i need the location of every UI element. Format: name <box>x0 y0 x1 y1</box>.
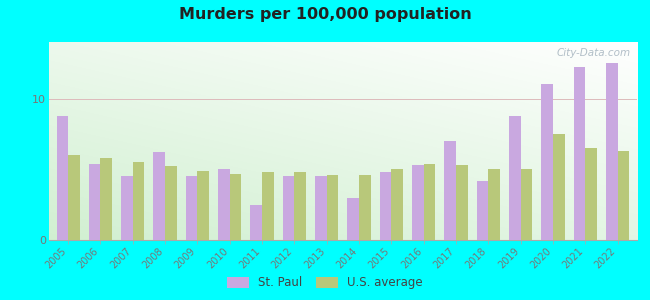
Bar <box>476 181 488 240</box>
Bar <box>283 176 294 240</box>
Bar <box>218 169 229 240</box>
Bar <box>509 116 521 240</box>
Bar <box>101 158 112 240</box>
Bar <box>57 116 68 240</box>
Bar <box>68 155 80 240</box>
Bar <box>424 164 436 240</box>
Bar <box>574 68 585 240</box>
Bar <box>89 164 101 240</box>
Bar <box>165 167 177 240</box>
Legend: St. Paul, U.S. average: St. Paul, U.S. average <box>222 272 428 294</box>
Bar <box>412 165 424 240</box>
Bar <box>229 173 241 240</box>
Bar <box>315 176 327 240</box>
Bar <box>198 171 209 240</box>
Bar <box>456 165 467 240</box>
Bar <box>445 141 456 240</box>
Text: Murders per 100,000 population: Murders per 100,000 population <box>179 8 471 22</box>
Bar <box>618 151 629 240</box>
Bar <box>521 169 532 240</box>
Bar <box>541 84 553 240</box>
Bar <box>391 169 403 240</box>
Bar <box>294 172 306 240</box>
Text: City-Data.com: City-Data.com <box>557 48 631 58</box>
Bar <box>121 176 133 240</box>
Bar <box>553 134 565 240</box>
Bar <box>153 152 165 240</box>
Bar <box>359 175 370 240</box>
Bar <box>186 176 198 240</box>
Bar <box>606 63 618 240</box>
Bar <box>327 175 339 240</box>
Bar <box>133 162 144 240</box>
Bar <box>250 205 262 240</box>
Bar <box>488 169 500 240</box>
Bar <box>262 172 274 240</box>
Bar <box>347 198 359 240</box>
Bar <box>380 172 391 240</box>
Bar <box>585 148 597 240</box>
